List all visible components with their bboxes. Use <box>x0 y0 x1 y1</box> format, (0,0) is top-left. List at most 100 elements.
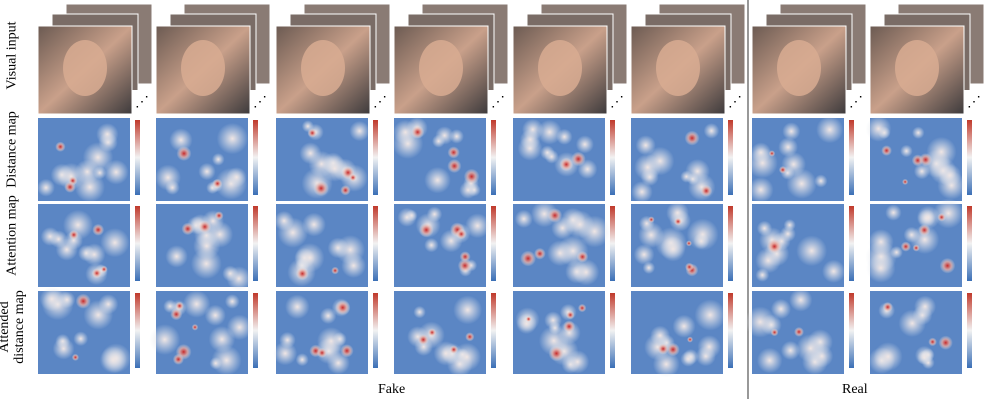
heat-patch <box>294 242 325 273</box>
heat-spot <box>778 165 787 174</box>
heat-spot <box>465 332 475 342</box>
heat-spot <box>212 178 223 189</box>
ellipsis: ⋰ <box>491 95 505 110</box>
heat-spot <box>657 343 669 355</box>
colorbar <box>849 120 854 195</box>
heat-patch <box>572 258 600 286</box>
heat-patch <box>789 288 813 312</box>
face <box>301 40 345 96</box>
heat-patch <box>335 235 366 265</box>
heat-spot <box>55 141 66 152</box>
heat-patch <box>796 334 825 363</box>
heat-patch <box>680 351 697 367</box>
heat-spot <box>559 157 574 172</box>
ellipsis-box <box>964 90 984 112</box>
heat-patch <box>319 307 337 325</box>
heat-patch <box>748 177 774 203</box>
colorbar <box>967 293 972 368</box>
heat-spot <box>673 217 683 226</box>
heat-spot <box>340 185 351 196</box>
ellipsis-box <box>132 90 154 112</box>
heat-patch <box>216 122 249 155</box>
heat-patch <box>672 314 696 338</box>
face <box>538 40 582 96</box>
heat-patch <box>635 135 656 156</box>
colorbar <box>253 120 258 195</box>
heat-patch <box>926 136 957 167</box>
heat-spot <box>348 173 357 182</box>
heat-spot <box>64 181 76 193</box>
heat-spot <box>768 240 781 253</box>
heat-patch <box>634 153 662 181</box>
heat-patch <box>660 236 686 262</box>
heat-patch <box>914 295 937 318</box>
heat-patch <box>652 350 680 378</box>
heat-patch <box>165 245 188 268</box>
heat-spot <box>181 222 195 236</box>
heat-patch <box>52 337 75 360</box>
heat-patch <box>756 220 773 237</box>
heat-spot <box>882 301 893 313</box>
heat-patch <box>756 347 783 374</box>
heat-patch <box>913 163 930 180</box>
face <box>63 40 107 96</box>
heat-patch <box>424 237 439 253</box>
heat-patch <box>650 325 671 346</box>
ellipsis-box <box>725 90 747 112</box>
ellipsis: ⋰ <box>253 95 267 110</box>
heat-patch <box>770 298 792 320</box>
heat-patch <box>302 212 326 237</box>
heat-patch <box>544 311 562 330</box>
ellipsis: ⋰ <box>849 95 863 110</box>
colorbar <box>491 120 496 195</box>
heat-patch <box>633 244 655 265</box>
heat-spot <box>918 224 931 237</box>
heat-patch <box>349 120 370 142</box>
heat-patch <box>96 123 119 146</box>
heat-patch <box>82 142 114 173</box>
heat-spot <box>648 216 655 223</box>
colorbar <box>967 206 972 281</box>
heat-patch <box>103 159 129 185</box>
heat-spot <box>100 265 108 273</box>
heat-spot <box>565 310 575 320</box>
colorbar <box>373 293 378 368</box>
colorbar <box>253 206 258 281</box>
heat-patch <box>226 167 247 188</box>
heat-spot <box>427 328 437 337</box>
heat-patch <box>169 128 193 152</box>
colorbar <box>728 206 733 281</box>
heat-spot <box>92 223 105 236</box>
heat-spot <box>685 240 692 247</box>
ellipsis: ⋰ <box>373 95 387 110</box>
heat-patch <box>224 294 240 309</box>
ellipsis: ⋰ <box>728 95 742 110</box>
heat-patch <box>816 116 844 144</box>
heat-spot <box>170 308 183 321</box>
heat-patch <box>868 229 894 255</box>
colorbar <box>967 120 972 195</box>
ellipsis: ⋰ <box>135 95 149 110</box>
heat-spot <box>912 244 920 252</box>
heat-spot <box>939 257 956 274</box>
heat-spot <box>71 353 80 361</box>
colorbar <box>610 206 615 281</box>
heat-patch <box>198 162 216 181</box>
heat-patch <box>453 295 483 325</box>
heat-patch <box>900 144 913 158</box>
heat-patch <box>631 181 653 203</box>
heat-patch <box>405 209 418 222</box>
heat-patch <box>697 335 721 359</box>
heat-patch <box>452 342 481 372</box>
heat-spot <box>794 326 804 337</box>
heat-patch <box>873 342 903 372</box>
heat-patch <box>279 331 296 349</box>
group-label: Real <box>842 382 868 397</box>
heat-patch <box>898 309 926 338</box>
heat-patch <box>74 172 105 203</box>
ellipsis-box <box>370 90 392 112</box>
heat-spot <box>447 158 462 174</box>
heat-patch <box>226 314 253 341</box>
heat-patch <box>822 259 846 283</box>
heat-patch <box>565 210 595 239</box>
